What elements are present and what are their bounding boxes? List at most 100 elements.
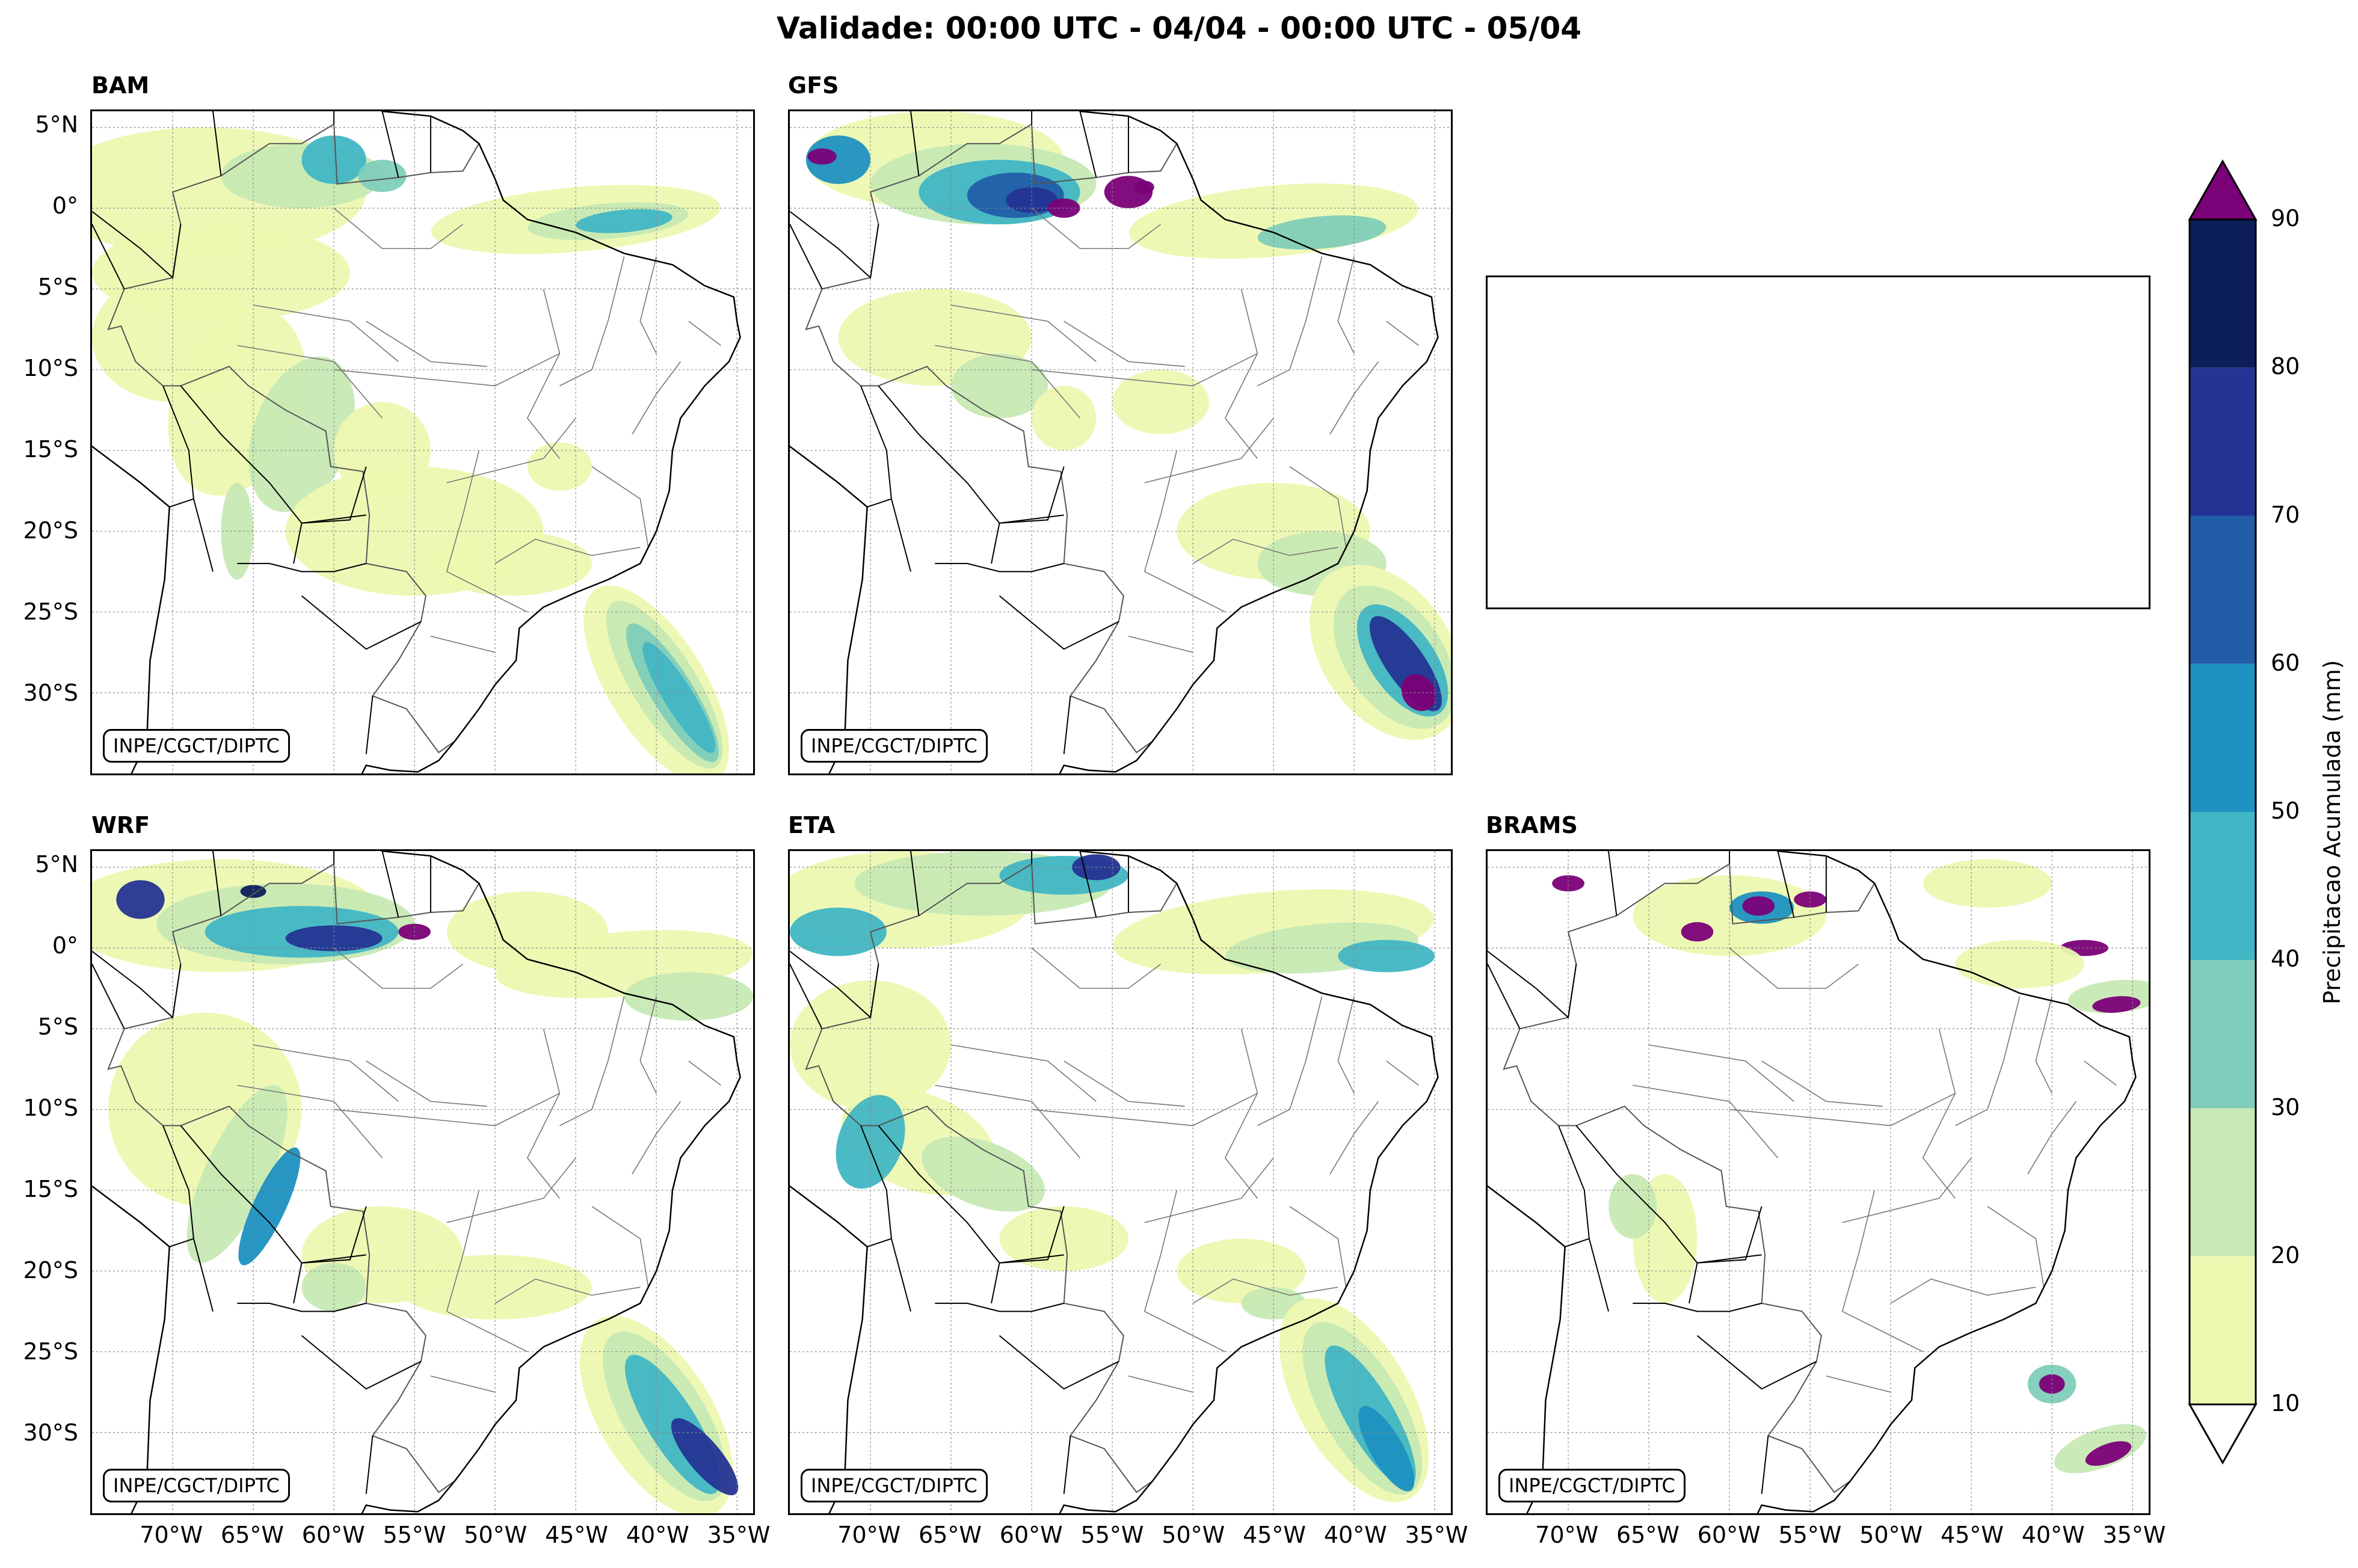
state-border [1729, 947, 1859, 989]
lat-tick-label: 5°N [35, 111, 78, 138]
state-border [1032, 353, 1258, 387]
precip-area [1358, 1406, 1415, 1492]
state-border [1329, 361, 1379, 435]
precip-area [1047, 198, 1080, 218]
country-border [999, 595, 1119, 650]
state-border [1633, 1084, 1779, 1158]
precip-layer [790, 851, 1435, 1502]
country-border [790, 211, 879, 279]
state-border [2084, 1060, 2117, 1086]
precip-layer [92, 859, 753, 1513]
country-border [301, 595, 422, 650]
country-border [999, 1335, 1119, 1390]
colorbar-tick-label: 20 [2271, 1241, 2300, 1268]
colorbar-tick-label: 10 [2271, 1390, 2300, 1416]
country-border [92, 963, 125, 1029]
state-border [1729, 1093, 1956, 1127]
colorbar-segment [2190, 1256, 2256, 1404]
country-border [1696, 1335, 1817, 1390]
state-border [446, 1157, 576, 1223]
country-border [293, 514, 366, 564]
lat-tick-label: 30°S [23, 1419, 78, 1446]
lon-tick-label: 60°W [301, 1522, 365, 1548]
lat-tick-label: 15°S [23, 1176, 78, 1202]
map-wrf-svg [92, 851, 753, 1513]
precip-area [240, 885, 266, 898]
lon-tick-label: 60°W [1697, 1522, 1761, 1548]
state-border [950, 304, 1097, 362]
precip-area [1134, 180, 1154, 194]
state-border [253, 304, 399, 362]
lat-tick-label: 25°S [23, 598, 78, 625]
lon-tick-label: 65°W [1616, 1522, 1679, 1548]
coastline [790, 851, 1439, 1513]
country-border [991, 1254, 1064, 1304]
country-border [790, 950, 879, 1019]
country-border [935, 562, 1064, 573]
lon-tick-label: 50°W [1162, 1522, 1225, 1548]
colorbar-tick-label: 30 [2271, 1093, 2300, 1121]
precip-area [790, 907, 887, 956]
precip-area [1552, 875, 1584, 892]
state-border [1064, 321, 1185, 367]
precip-area [1955, 939, 2084, 989]
state-border [1031, 947, 1162, 989]
country-border [790, 223, 823, 289]
map-brams-svg [1488, 851, 2149, 1513]
state-border [1064, 1060, 1185, 1107]
country-border [860, 386, 911, 572]
precip-area [624, 972, 753, 1021]
state-border [333, 947, 464, 989]
credit-label-eta: INPE/CGCT/DIPTC [801, 1469, 988, 1502]
lat-tick-label: 5°S [37, 1013, 78, 1040]
country-border [211, 111, 222, 176]
state-border [446, 450, 480, 572]
state-border [446, 1190, 480, 1312]
state-border [253, 1044, 399, 1102]
state-border [632, 1101, 681, 1175]
country-border [169, 1238, 194, 1247]
coastline [1488, 851, 2137, 1513]
precip-area [116, 880, 165, 919]
country-border [935, 1302, 1064, 1312]
state-border [1954, 996, 2021, 1127]
precip-area [642, 642, 716, 753]
state-border [237, 345, 383, 419]
panel-title-eta: ETA [788, 812, 836, 838]
state-border [935, 1084, 1081, 1158]
state-border [1987, 1206, 2045, 1288]
precip-area [1742, 896, 1775, 916]
lon-tick-label: 60°W [999, 1522, 1063, 1548]
lon-tick-label: 40°W [1323, 1522, 1387, 1548]
colorbar-tick-label: 40 [2271, 945, 2300, 973]
state-border [1144, 571, 1226, 613]
colorbar-label: Precipitacao Acumulada (mm) [2319, 660, 2345, 1004]
country-border [381, 851, 399, 918]
state-border [1289, 466, 1347, 548]
panel-title-bam: BAM [91, 72, 150, 99]
lon-tick-label: 70°W [837, 1522, 901, 1548]
state-border [1144, 450, 1178, 572]
lat-tick-label: 15°S [23, 436, 78, 463]
state-border [632, 361, 681, 435]
lon-tick-label: 45°W [1941, 1522, 2004, 1548]
country-border [1063, 1435, 1071, 1494]
state-border [1224, 1028, 1258, 1199]
precip-area [1338, 939, 1435, 973]
lon-tick-label: 55°W [1080, 1522, 1144, 1548]
country-border [867, 1238, 892, 1247]
state-border [1144, 1311, 1226, 1353]
map-bam-svg [92, 111, 753, 773]
state-border [559, 256, 625, 387]
state-border [334, 1093, 560, 1127]
state-border [333, 208, 464, 250]
country-border [162, 386, 214, 572]
country-border [162, 1125, 214, 1312]
lat-tick-label: 10°S [23, 355, 78, 381]
state-border [935, 345, 1081, 419]
state-border [1761, 1060, 1883, 1107]
map-eta-svg [790, 851, 1451, 1513]
precip-area [1112, 369, 1209, 435]
coastline [790, 111, 1439, 773]
